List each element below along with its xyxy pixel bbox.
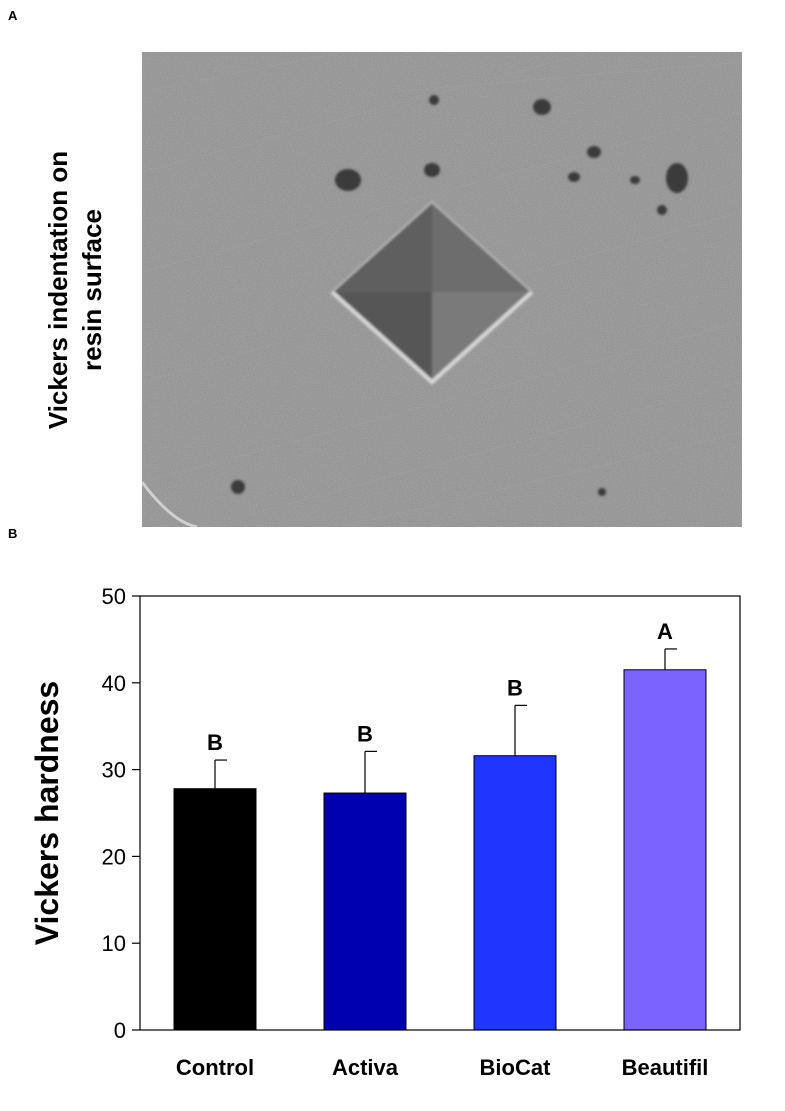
y-tick-label: 10 <box>102 931 126 956</box>
x-axis-labels: Control Activa BioCat Beautifil <box>176 1055 709 1080</box>
y-tick-label: 40 <box>102 671 126 696</box>
y-axis-title: Vickers hardness <box>29 681 65 945</box>
micrograph-caption-line1: Vickers indentation on <box>41 150 75 428</box>
y-tick-label: 0 <box>114 1018 126 1043</box>
bar-biocat <box>474 756 556 1030</box>
bar-control <box>174 789 256 1030</box>
significance-label-activa: B <box>357 721 373 746</box>
significance-label-beautifil: A <box>657 619 673 644</box>
bar-beautifil <box>624 670 706 1030</box>
y-tick-label: 20 <box>102 844 126 869</box>
significance-label-control: B <box>207 730 223 755</box>
y-axis-ticks: 0 10 20 30 40 50 <box>102 584 140 1043</box>
category-label-beautifil: Beautifil <box>622 1055 709 1080</box>
panel-a-label: A <box>8 8 17 23</box>
category-label-activa: Activa <box>332 1055 399 1080</box>
panel-b-label: B <box>8 526 17 541</box>
y-tick-label: 30 <box>102 758 126 783</box>
category-label-biocat: BioCat <box>480 1055 552 1080</box>
y-tick-label: 50 <box>102 584 126 609</box>
micrograph-caption-line2: resin surface <box>75 150 109 428</box>
category-label-control: Control <box>176 1055 254 1080</box>
indentation-micrograph <box>142 52 742 527</box>
micrograph-caption: Vickers indentation on resin surface <box>10 52 140 527</box>
hardness-bar-chart: B B B A 0 10 20 30 40 50 Control Activa BioCat Beau… <box>0 540 785 1111</box>
significance-label-biocat: B <box>507 675 523 700</box>
bar-activa <box>324 793 406 1030</box>
